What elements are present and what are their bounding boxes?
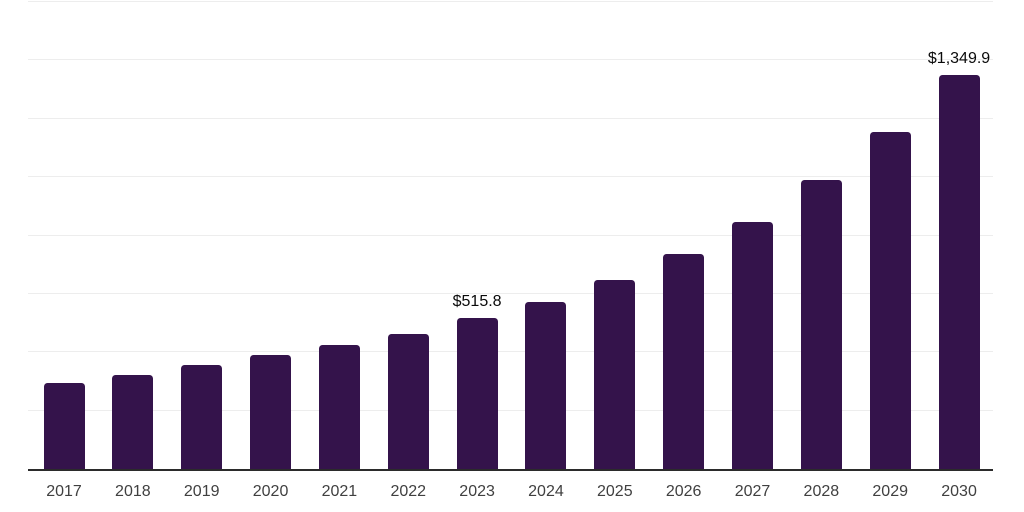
x-tick-2027: 2027 xyxy=(734,483,771,500)
bar-2024 xyxy=(525,302,567,469)
x-tick-2022: 2022 xyxy=(390,483,427,500)
x-tick-2017: 2017 xyxy=(46,483,82,500)
gridline xyxy=(28,176,993,178)
gridline xyxy=(28,117,993,119)
value-label-2030: $1,349.9 xyxy=(927,50,991,67)
bar-2022 xyxy=(387,334,429,469)
x-axis: 2017 2018 2019 2020 2021 2022 2023 2024 2025 2026… xyxy=(28,484,993,506)
gridline xyxy=(28,234,993,236)
value-label-2023: $515.8 xyxy=(452,293,502,311)
bar-2030 xyxy=(938,75,980,469)
gridline xyxy=(28,1,993,2)
x-tick-2023: 2023 xyxy=(459,483,495,500)
bar-2027 xyxy=(732,221,773,469)
bar-2020 xyxy=(250,354,292,469)
x-tick-2028: 2028 xyxy=(803,483,840,500)
x-tick-2020: 2020 xyxy=(252,483,289,500)
bar-2023 xyxy=(456,318,498,469)
x-tick-2021: 2021 xyxy=(321,483,358,500)
bar-2018 xyxy=(112,375,154,469)
bar-2019 xyxy=(181,365,223,469)
bar-2028 xyxy=(800,180,842,469)
x-tick-2030: 2030 xyxy=(941,483,977,500)
plot-area: $515.8 $1,349.9 xyxy=(28,1,993,471)
bar-2026 xyxy=(663,253,705,469)
x-tick-2029: 2029 xyxy=(872,483,908,500)
gridline xyxy=(28,292,993,294)
x-tick-2026: 2026 xyxy=(665,483,702,500)
x-tick-2024: 2024 xyxy=(528,483,564,500)
bar-2017 xyxy=(43,383,85,469)
gridline xyxy=(28,59,993,61)
bar-2029 xyxy=(869,132,911,469)
bar-2021 xyxy=(318,345,360,469)
x-tick-2025: 2025 xyxy=(597,483,633,500)
gridline xyxy=(28,351,993,353)
bar-2025 xyxy=(594,280,636,469)
x-tick-2018: 2018 xyxy=(115,483,151,500)
x-tick-2019: 2019 xyxy=(183,483,220,500)
gridline xyxy=(28,409,993,411)
